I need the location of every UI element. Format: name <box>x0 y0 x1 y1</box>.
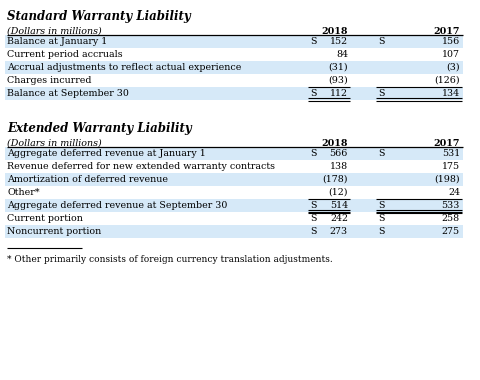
Text: (93): (93) <box>328 76 348 85</box>
Text: 112: 112 <box>330 89 348 98</box>
Bar <box>5 199 463 212</box>
Text: 275: 275 <box>442 227 460 236</box>
Text: 2017: 2017 <box>433 139 460 148</box>
Text: Aggregate deferred revenue at January 1: Aggregate deferred revenue at January 1 <box>7 149 206 158</box>
Text: Balance at January 1: Balance at January 1 <box>7 37 107 46</box>
Text: 152: 152 <box>330 37 348 46</box>
Text: 138: 138 <box>330 162 348 171</box>
Text: S: S <box>310 227 316 236</box>
Text: 533: 533 <box>442 201 460 210</box>
Text: (Dollars in millions): (Dollars in millions) <box>7 27 102 36</box>
Text: Charges incurred: Charges incurred <box>7 76 92 85</box>
Text: (Dollars in millions): (Dollars in millions) <box>7 139 102 148</box>
Text: (31): (31) <box>328 63 348 72</box>
Bar <box>5 147 463 160</box>
Text: (12): (12) <box>328 188 348 197</box>
Text: 531: 531 <box>442 149 460 158</box>
Bar <box>5 35 463 48</box>
Text: S: S <box>378 227 384 236</box>
Text: (198): (198) <box>434 175 460 184</box>
Text: S: S <box>378 201 384 210</box>
Text: 84: 84 <box>336 50 348 59</box>
Text: S: S <box>378 149 384 158</box>
Text: 24: 24 <box>448 188 460 197</box>
Bar <box>5 173 463 186</box>
Text: 258: 258 <box>442 214 460 223</box>
Bar <box>5 87 463 100</box>
Text: Current portion: Current portion <box>7 214 83 223</box>
Bar <box>5 61 463 74</box>
Text: Aggregate deferred revenue at September 30: Aggregate deferred revenue at September … <box>7 201 228 210</box>
Text: (3): (3) <box>446 63 460 72</box>
Text: Revenue deferred for new extended warranty contracts: Revenue deferred for new extended warran… <box>7 162 275 171</box>
Text: Current period accruals: Current period accruals <box>7 50 122 59</box>
Text: S: S <box>378 89 384 98</box>
Text: 514: 514 <box>330 201 348 210</box>
Text: Accrual adjustments to reflect actual experience: Accrual adjustments to reflect actual ex… <box>7 63 241 72</box>
Text: Extended Warranty Liability: Extended Warranty Liability <box>7 122 192 135</box>
Text: 2018: 2018 <box>322 139 348 148</box>
Text: 2018: 2018 <box>322 27 348 36</box>
Text: 273: 273 <box>330 227 348 236</box>
Text: S: S <box>378 37 384 46</box>
Text: S: S <box>310 201 316 210</box>
Text: (178): (178) <box>323 175 348 184</box>
Text: 175: 175 <box>442 162 460 171</box>
Text: Standard Warranty Liability: Standard Warranty Liability <box>7 10 191 23</box>
Text: 156: 156 <box>442 37 460 46</box>
Text: S: S <box>310 37 316 46</box>
Text: S: S <box>310 89 316 98</box>
Text: S: S <box>378 214 384 223</box>
Text: Other*: Other* <box>7 188 40 197</box>
Text: 2017: 2017 <box>433 27 460 36</box>
Text: 107: 107 <box>442 50 460 59</box>
Text: Amortization of deferred revenue: Amortization of deferred revenue <box>7 175 168 184</box>
Text: (126): (126) <box>434 76 460 85</box>
Text: Noncurrent portion: Noncurrent portion <box>7 227 101 236</box>
Text: 242: 242 <box>330 214 348 223</box>
Bar <box>5 225 463 238</box>
Text: 134: 134 <box>442 89 460 98</box>
Text: 566: 566 <box>330 149 348 158</box>
Text: * Other primarily consists of foreign currency translation adjustments.: * Other primarily consists of foreign cu… <box>7 255 333 264</box>
Text: S: S <box>310 214 316 223</box>
Text: S: S <box>310 149 316 158</box>
Text: Balance at September 30: Balance at September 30 <box>7 89 129 98</box>
